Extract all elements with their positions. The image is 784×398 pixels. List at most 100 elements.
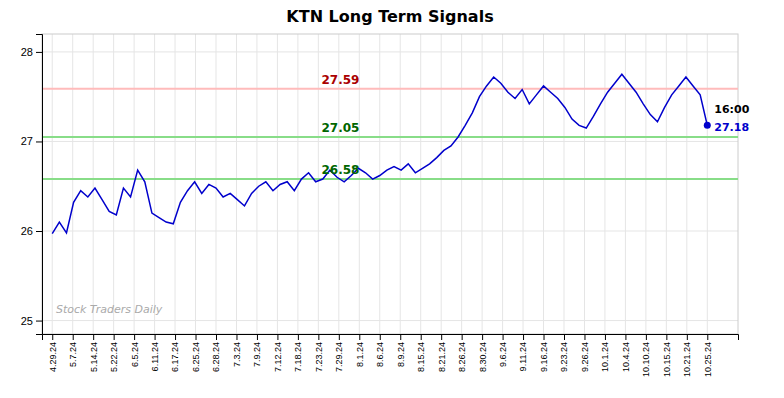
x-tick-label: 9.11.24 [518,342,528,371]
x-tick: 8.1.24 [355,334,365,367]
x-axis-line [43,335,739,341]
reference-label: 27.59 [321,73,359,87]
grid-line-y [42,231,738,232]
x-tick: 5.7.24 [68,334,78,367]
grid-line-x [420,34,421,334]
y-tick: 26 [21,225,42,237]
y-tick-mark [36,52,42,53]
x-tick: 10.4.24 [621,334,631,372]
y-tick: 28 [21,46,42,58]
x-tick-mark [216,334,217,340]
last-point [704,122,711,129]
x-tick-label: 6.5.24 [129,342,139,367]
x-tick-label: 6.17.24 [170,342,180,372]
x-tick-mark [236,334,237,340]
x-tick-label: 7.29.24 [334,342,344,372]
y-tick-mark [36,141,42,142]
reference-label: 27.05 [321,121,359,135]
x-tick: 10.25.24 [703,334,713,377]
grid-line-x [564,34,565,334]
marks [42,74,738,233]
x-tick: 9.16.24 [539,334,549,372]
x-tick-mark [134,334,135,340]
x-tick-label: 8.26.24 [457,342,467,372]
grid-line-x [584,34,585,334]
x-tick-label: 10.10.24 [641,342,651,377]
x-tick: 5.14.24 [89,334,99,372]
grid-line-y [42,141,738,142]
title: KTN Long Term Signals [286,7,493,26]
x-tick: 10.1.24 [600,334,610,372]
y-tick-label: 26 [21,225,33,237]
x-tick-mark [605,334,606,340]
x-tick-mark [523,334,524,340]
x-tick-mark [339,334,340,340]
grid-line-y [42,51,738,52]
grid-line-x [256,34,257,334]
grid-line-x [502,34,503,334]
x-tick: 6.17.24 [170,334,180,372]
y-tick-label: 28 [21,46,33,58]
y-tick-label: 27 [21,135,33,147]
grid-line-x [154,34,155,334]
x-tick-label: 7.18.24 [293,342,303,372]
x-tick-mark [666,334,667,340]
x-tick: 8.9.24 [396,334,406,367]
x-tick-label: 9.26.24 [580,342,590,372]
x-tick-label: 7.12.24 [273,342,283,372]
x-tick-label: 10.1.24 [600,342,610,372]
annotations: 27.5927.0526.5816:0027.18Stock Traders D… [56,73,750,316]
x-tick: 4.29.24 [48,334,58,372]
grid-line-x [543,34,544,334]
grid-line-x [461,34,462,334]
watermark: Stock Traders Daily [56,303,163,316]
y-tick-label: 25 [21,315,33,327]
x-tick-mark [441,334,442,340]
x-tick-label: 9.16.24 [539,342,549,372]
x-tick: 7.23.24 [314,334,324,372]
x-tick: 8.6.24 [375,334,385,367]
x-tick-label: 8.21.24 [437,342,447,372]
x-tick: 7.12.24 [273,334,283,372]
x-tick: 9.6.24 [498,334,508,367]
x-tick: 9.11.24 [518,334,528,371]
x-tick-mark [482,334,483,340]
x-tick-label: 8.9.24 [396,342,406,367]
reference-label: 26.58 [321,163,359,177]
x-tick-mark [462,334,463,340]
x-tick-label: 8.30.24 [477,342,487,372]
x-tick-mark [196,334,197,340]
grid-line-x [645,34,646,334]
x-tick-mark [687,334,688,340]
x-tick-mark [318,334,319,340]
x-tick-mark [298,334,299,340]
x-tick-label: 4.29.24 [48,342,58,372]
x-tick-mark [564,334,565,340]
x-tick-label: 6.28.24 [211,342,221,372]
x-tick-mark [155,334,156,340]
reference-line [42,178,738,180]
x-tick-label: 7.9.24 [252,342,262,367]
x-tick-label: 7.23.24 [314,342,324,372]
x-tick-mark [93,334,94,340]
x-tick: 5.22.24 [109,334,119,372]
x-tick: 6.28.24 [211,334,221,372]
x-tick-label: 10.4.24 [621,342,631,372]
grid-line-x [707,34,708,334]
grid-line-x [482,34,483,334]
x-tick-mark [421,334,422,340]
x-tick-label: 8.15.24 [416,342,426,372]
x-tick: 9.26.24 [580,334,590,372]
grid-line-x [216,34,217,334]
x-tick-mark [277,334,278,340]
y-axis: 25 26 27 28 [21,35,43,335]
x-tick-mark [400,334,401,340]
grid-line-x [277,34,278,334]
x-tick: 10.10.24 [641,334,651,377]
last-time: 16:00 [714,103,749,116]
x-tick-label: 8.1.24 [355,342,365,367]
y-tick: 27 [21,135,42,147]
plot-frame [42,34,738,334]
grid-line-x [318,34,319,334]
x-tick-mark [584,334,585,340]
